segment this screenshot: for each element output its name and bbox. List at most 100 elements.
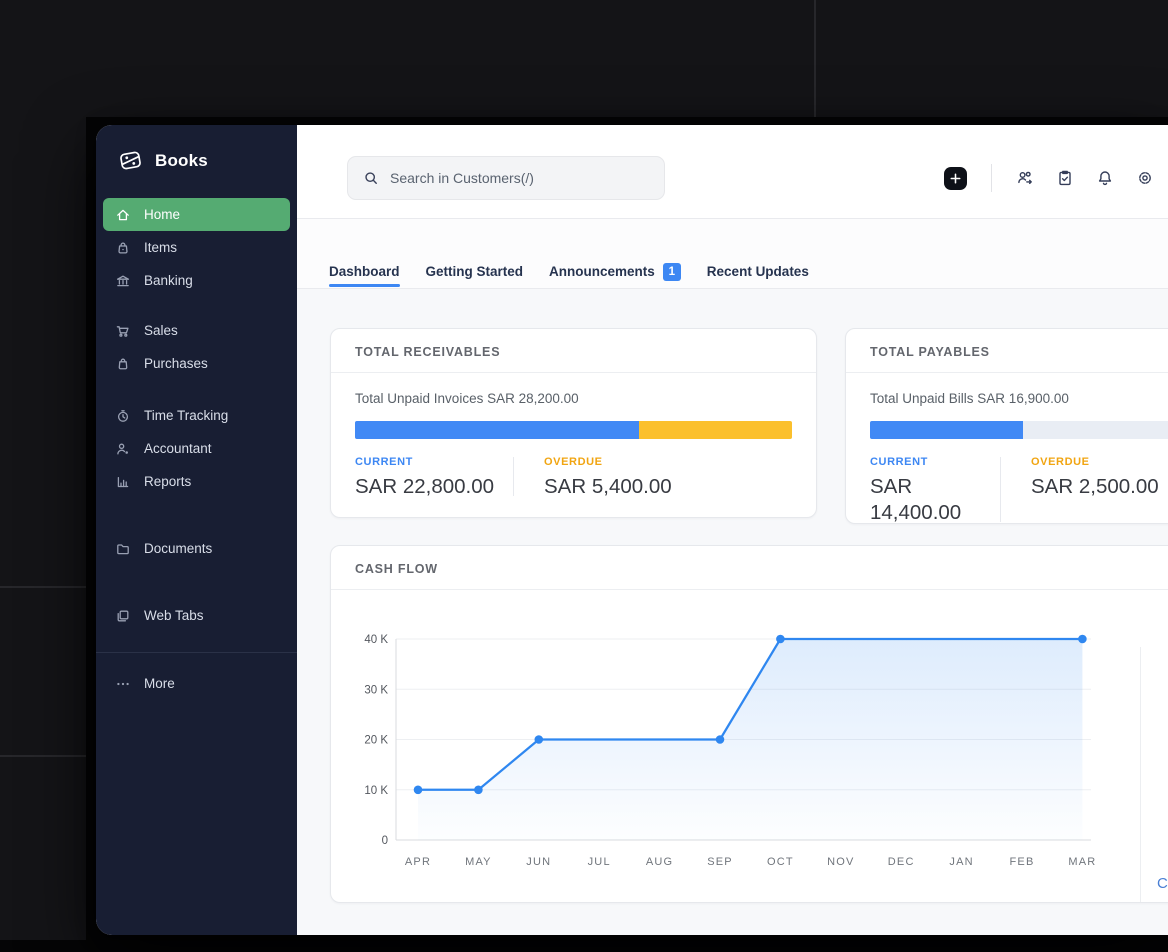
backdrop-horizontal-line	[0, 755, 86, 757]
sidebar-item-home[interactable]: Home	[103, 198, 290, 231]
search-icon	[365, 171, 377, 184]
svg-text:AUG: AUG	[646, 856, 673, 868]
cash-flow-card: CASH FLOW 0 10 K 20 K 30 K 40 K APR MAY JUN JUL A…	[330, 545, 1168, 903]
sidebar-item-banking[interactable]: Banking	[103, 264, 290, 297]
web-tabs-icon	[117, 610, 129, 621]
svg-text:0: 0	[382, 835, 388, 847]
tab-recent-updates[interactable]: Recent Updates	[707, 219, 809, 288]
bell-icon	[1098, 171, 1112, 186]
cash-flow-chart: 0 10 K 20 K 30 K 40 K APR MAY JUN JUL AUG SEP OCT NO…	[331, 590, 1168, 902]
backdrop-left	[0, 117, 86, 940]
stopwatch-icon	[117, 409, 129, 422]
current-label: CURRENT	[355, 456, 413, 468]
app-window: Books Home Items Banking Sales Purchases…	[96, 125, 1168, 935]
current-amount: SAR 14,400.00	[870, 475, 962, 525]
referrals-button[interactable]	[1016, 169, 1034, 187]
card-title: CASH FLOW	[331, 546, 1168, 590]
overdue-label: OVERDUE	[1031, 456, 1090, 468]
sidebar: Books Home Items Banking Sales Purchases…	[96, 125, 297, 935]
tab-label: Recent Updates	[706, 264, 809, 279]
top-bar	[297, 125, 1168, 219]
total-receivables-card: TOTAL RECEIVABLES Total Unpaid Invoices …	[330, 328, 817, 518]
sidebar-item-web-tabs[interactable]: Web Tabs	[103, 599, 290, 632]
sidebar-item-sales[interactable]: Sales	[103, 314, 290, 347]
current-segment	[870, 421, 1023, 439]
items-icon	[118, 241, 128, 254]
quick-create-button[interactable]	[944, 166, 967, 190]
sidebar-item-label: Banking	[144, 273, 193, 288]
svg-text:DEC: DEC	[888, 856, 915, 868]
sidebar-item-accountant[interactable]: Accountant	[103, 432, 290, 465]
svg-text:10 K: 10 K	[364, 785, 388, 797]
sidebar-item-purchases[interactable]: Purchases	[103, 347, 290, 380]
brand-name: Books	[155, 150, 208, 170]
card-title: TOTAL PAYABLES	[846, 329, 1168, 373]
sidebar-divider	[96, 652, 297, 653]
current-label: CURRENT	[870, 456, 928, 468]
settings-button[interactable]	[1136, 169, 1154, 187]
sidebar-item-label: Items	[144, 240, 178, 255]
current-stat: CURRENT SAR 22,800.00	[355, 456, 513, 500]
overdue-label: OVERDUE	[544, 456, 603, 468]
tab-announcements[interactable]: Announcements 1	[549, 219, 681, 288]
sidebar-item-documents[interactable]: Documents	[103, 532, 290, 565]
svg-text:FEB: FEB	[1010, 856, 1035, 868]
sidebar-item-time-tracking[interactable]: Time Tracking	[103, 399, 290, 432]
total-payables-card: TOTAL PAYABLES Total Unpaid Bills SAR 16…	[845, 328, 1168, 524]
unpaid-invoices-text: Total Unpaid Invoices SAR 28,200.00	[355, 391, 579, 406]
tab-label: Getting Started	[425, 264, 524, 279]
svg-text:MAY: MAY	[465, 856, 492, 868]
notifications-button[interactable]	[1096, 169, 1114, 187]
current-amount: SAR 22,800.00	[355, 475, 495, 498]
backdrop-top	[0, 0, 1168, 117]
payables-progress-bar	[870, 421, 1168, 439]
topbar-divider	[991, 164, 992, 192]
tab-label: Announcements	[549, 264, 655, 279]
current-stat: CURRENT SAR 14,400.00	[870, 456, 1000, 526]
svg-text:40 K: 40 K	[364, 634, 388, 646]
sidebar-item-label: Time Tracking	[144, 408, 229, 423]
books-logo-icon	[120, 151, 141, 170]
sidebar-item-label: Home	[144, 207, 181, 222]
clipboard-check-icon	[1059, 170, 1071, 186]
clipped-link-text[interactable]: C	[1157, 875, 1168, 892]
tabs-bar: Dashboard Getting Started Announcements …	[297, 219, 1168, 289]
users-icon	[1018, 171, 1032, 185]
plus-icon	[950, 173, 961, 183]
sidebar-item-label: Documents	[144, 541, 213, 556]
svg-text:OCT: OCT	[767, 856, 794, 868]
sidebar-item-label: Accountant	[144, 441, 212, 456]
svg-text:20 K: 20 K	[364, 735, 388, 747]
svg-text:APR: APR	[405, 856, 431, 868]
accountant-icon	[117, 443, 128, 454]
svg-text:JUN: JUN	[526, 856, 551, 868]
main-content: Dashboard Getting Started Announcements …	[297, 125, 1168, 935]
gear-icon	[1139, 172, 1151, 184]
svg-text:SEP: SEP	[707, 856, 733, 868]
top-icons	[944, 156, 1154, 200]
ellipsis-icon	[117, 682, 129, 685]
home-icon	[117, 209, 129, 220]
tasks-button[interactable]	[1056, 169, 1074, 187]
bank-icon	[116, 275, 130, 286]
search-box[interactable]	[347, 156, 665, 200]
sidebar-item-label: Web Tabs	[144, 608, 204, 623]
svg-text:JAN: JAN	[949, 856, 973, 868]
sidebar-item-label: More	[144, 676, 175, 691]
announcements-count-badge: 1	[662, 262, 681, 281]
tab-getting-started[interactable]: Getting Started	[426, 219, 524, 288]
bag-icon	[118, 358, 128, 369]
sidebar-item-label: Reports	[144, 474, 192, 489]
sidebar-item-items[interactable]: Items	[103, 231, 290, 264]
folder-icon	[117, 543, 129, 554]
sidebar-item-more[interactable]: More	[103, 667, 290, 700]
svg-text:JUL: JUL	[588, 856, 611, 868]
tab-dashboard[interactable]: Dashboard	[329, 219, 400, 288]
card-title: TOTAL RECEIVABLES	[331, 329, 816, 373]
backdrop-vertical-line	[814, 0, 816, 117]
stat-divider	[1000, 457, 1001, 523]
search-input[interactable]	[390, 170, 649, 186]
backdrop-horizontal-line	[0, 586, 86, 588]
sidebar-item-reports[interactable]: Reports	[103, 465, 290, 498]
svg-text:NOV: NOV	[827, 856, 854, 868]
